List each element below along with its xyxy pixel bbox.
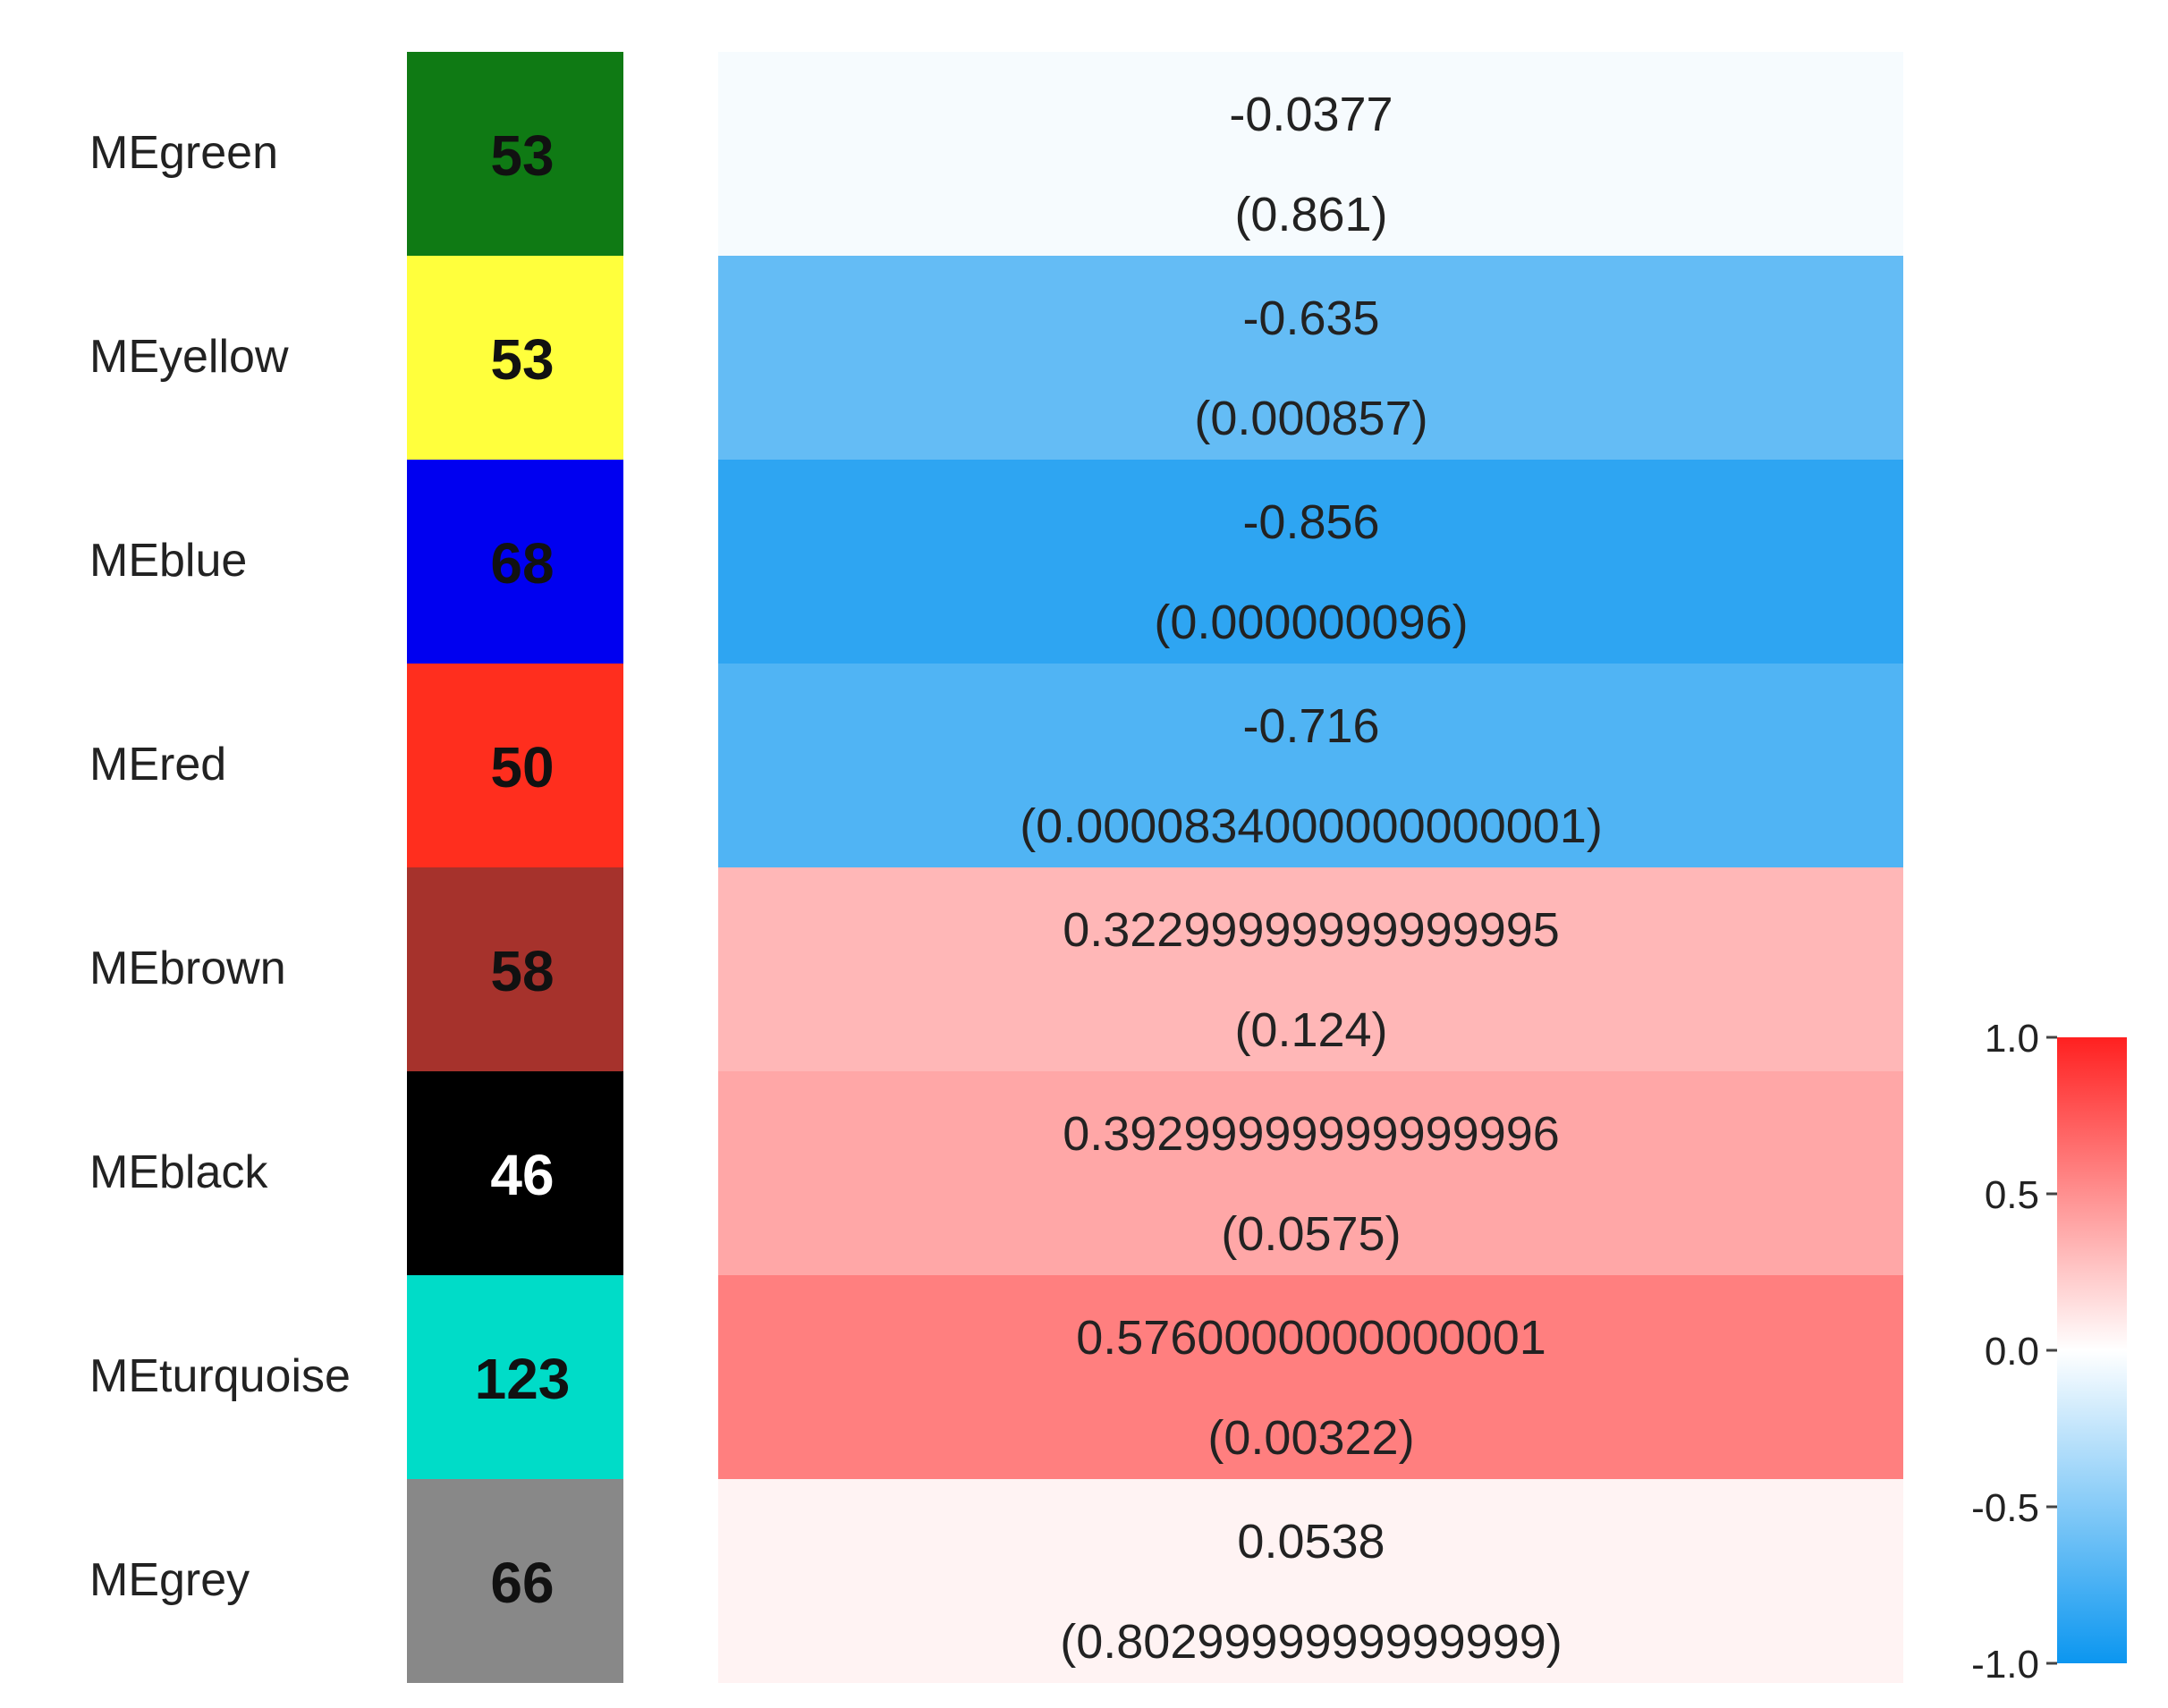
- module-label: MEblue: [89, 535, 247, 587]
- module-label: MEgrey: [89, 1554, 250, 1606]
- colorbar-tick-label: 1.0: [1985, 1017, 2039, 1061]
- colorbar: 1.0 0.5 0.0 -0.5 -1.0: [1971, 1017, 2127, 1687]
- module-label: MEred: [89, 739, 226, 791]
- heatmap-cell: [718, 867, 1903, 1071]
- colorbar-tick-label: -1.0: [1971, 1643, 2039, 1687]
- heatmap-cell: [718, 52, 1903, 256]
- heatmap-cell: [718, 256, 1903, 460]
- module-color-swatch: [407, 256, 623, 460]
- module-label: MEblack: [89, 1146, 268, 1198]
- heatmap-cell: [718, 1071, 1903, 1275]
- module-color-swatch: [407, 52, 623, 256]
- correlation-label: -0.716: [1242, 699, 1379, 753]
- module-label: MEbrown: [89, 943, 286, 994]
- pvalue-label: (0.861): [1234, 188, 1387, 241]
- correlation-label: -0.856: [1242, 495, 1379, 549]
- module-label: MEyellow: [89, 331, 289, 383]
- module-gene-count: 58: [490, 939, 554, 1003]
- module-color-swatch: [407, 867, 623, 1071]
- module-gene-count: 53: [490, 123, 554, 188]
- pvalue-label: (0.8029999999999999): [1060, 1615, 1562, 1669]
- heatmap-cell: [718, 664, 1903, 867]
- pvalue-label: (0.000000096): [1154, 596, 1468, 649]
- module-color-swatch: [407, 1071, 623, 1275]
- module-color-swatch: [407, 1275, 623, 1479]
- heatmap-cell: [718, 1275, 1903, 1479]
- module-label: MEgreen: [89, 127, 278, 179]
- pvalue-label: (0.000857): [1194, 392, 1427, 445]
- heatmap-cell: [718, 460, 1903, 664]
- module-color-swatch: [407, 1479, 623, 1683]
- correlation-label: -0.635: [1242, 292, 1379, 345]
- colorbar-gradient: [2057, 1037, 2127, 1663]
- module-gene-count: 68: [490, 531, 554, 596]
- colorbar-ticks: 1.0 0.5 0.0 -0.5 -1.0: [1971, 1017, 2057, 1687]
- heatmap-cell: [718, 1479, 1903, 1683]
- module-color-swatch: [407, 460, 623, 664]
- correlation-label: 0.5760000000000001: [1076, 1311, 1546, 1365]
- pvalue-label: (0.124): [1234, 1003, 1387, 1057]
- module-gene-count: 66: [490, 1551, 554, 1615]
- colorbar-tick-label: 0.0: [1985, 1330, 2039, 1374]
- module-gene-count: 123: [475, 1347, 571, 1411]
- module-gene-count: 50: [490, 735, 554, 799]
- module-color-swatch: [407, 664, 623, 867]
- colorbar-tick-label: 0.5: [1985, 1173, 2039, 1217]
- module-gene-count: 53: [490, 327, 554, 392]
- heatmap-rows: MEgreen 53 -0.0377 (0.861) MEyellow 53 -0.635 (…: [89, 52, 1903, 1683]
- module-label: MEturquoise: [89, 1350, 351, 1402]
- correlation-label: 0.32299999999999995: [1063, 903, 1560, 957]
- correlation-label: 0.39299999999999996: [1063, 1107, 1560, 1161]
- pvalue-label: (0.0000834000000000001): [1020, 799, 1603, 853]
- module-gene-count: 46: [490, 1143, 554, 1207]
- pvalue-label: (0.0575): [1221, 1207, 1401, 1261]
- correlation-label: -0.0377: [1229, 88, 1393, 141]
- correlation-label: 0.0538: [1237, 1515, 1385, 1568]
- colorbar-tick-label: -0.5: [1971, 1486, 2039, 1530]
- pvalue-label: (0.00322): [1207, 1411, 1414, 1465]
